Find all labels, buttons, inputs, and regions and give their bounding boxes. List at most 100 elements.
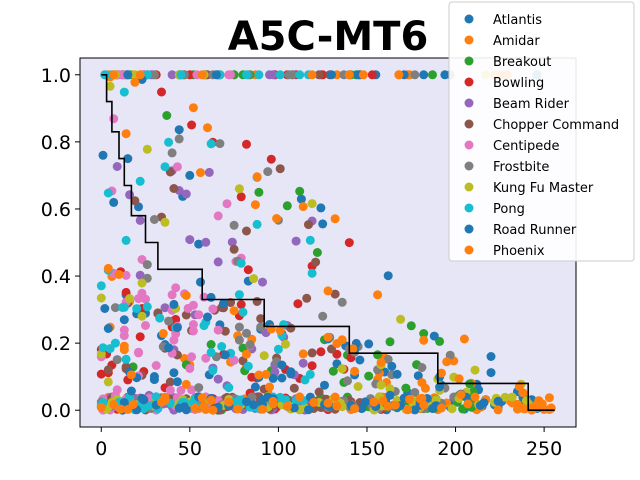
legend-label: Frostbite (493, 160, 549, 175)
data-point (149, 70, 159, 80)
x-tick-label: 150 (349, 438, 385, 460)
data-point (250, 382, 260, 392)
data-point (121, 129, 131, 139)
data-point (307, 70, 317, 80)
data-point (96, 281, 106, 291)
data-point (275, 70, 285, 80)
data-point (277, 360, 287, 370)
data-point (327, 70, 336, 80)
data-point (410, 70, 420, 80)
data-point (254, 370, 264, 380)
data-point (185, 170, 195, 180)
data-point (135, 270, 145, 280)
data-point (98, 343, 108, 353)
data-point (98, 150, 108, 160)
data-point (272, 214, 282, 223)
data-point (103, 188, 113, 198)
data-point (213, 325, 223, 335)
data-point (174, 125, 184, 135)
data-point (256, 314, 266, 324)
data-point (144, 401, 154, 411)
data-point (165, 377, 175, 387)
data-point (224, 383, 234, 393)
data-point (396, 314, 406, 324)
data-point (419, 329, 429, 338)
legend-marker (464, 245, 474, 255)
data-point (123, 70, 133, 80)
data-point (445, 350, 455, 360)
data-point (500, 392, 510, 402)
data-point (121, 354, 131, 364)
data-point (344, 70, 354, 80)
data-point (428, 404, 437, 413)
data-point (142, 260, 152, 270)
data-point (314, 70, 324, 80)
legend-item: Chopper Command (464, 118, 619, 133)
data-point (440, 70, 450, 80)
data-point (295, 392, 305, 402)
data-point (376, 357, 386, 367)
data-point (323, 286, 333, 296)
data-point (96, 293, 106, 303)
data-point (229, 244, 239, 254)
data-point (281, 339, 290, 349)
legend-marker (464, 140, 474, 150)
data-point (242, 70, 251, 80)
data-point (258, 404, 267, 414)
data-point (254, 187, 264, 197)
data-point (436, 368, 446, 378)
data-point (311, 257, 321, 267)
data-point (171, 283, 181, 293)
data-point (112, 162, 122, 171)
data-point (275, 164, 285, 174)
y-tick-label: 0.0 (41, 400, 71, 422)
data-point (296, 194, 306, 204)
y-tick-label: 0.8 (41, 132, 71, 154)
data-point (234, 290, 244, 300)
data-point (169, 368, 179, 378)
data-point (435, 382, 445, 392)
data-point (353, 382, 363, 391)
data-point (109, 399, 119, 409)
data-point (243, 265, 253, 275)
data-point (105, 81, 115, 91)
data-point (134, 348, 143, 358)
data-point (330, 289, 340, 299)
data-point (112, 385, 122, 395)
data-point (227, 237, 237, 247)
data-point (132, 304, 142, 314)
data-point (158, 329, 168, 338)
data-point (316, 347, 326, 357)
step-line (101, 74, 555, 411)
data-point (415, 394, 425, 404)
data-point (185, 364, 195, 373)
data-point (323, 332, 333, 342)
data-point (252, 219, 262, 229)
data-point (249, 274, 259, 284)
data-point (139, 395, 149, 405)
data-point (327, 344, 336, 354)
data-point (470, 392, 480, 402)
data-point (219, 299, 228, 308)
data-point (332, 339, 342, 348)
data-point (298, 202, 308, 212)
data-point (298, 358, 308, 368)
data-point (291, 236, 301, 246)
data-point (172, 323, 182, 333)
data-point (119, 315, 129, 325)
data-point (206, 347, 216, 357)
data-point (213, 374, 223, 384)
data-point (203, 123, 212, 133)
data-point (357, 404, 367, 414)
legend-label: Phoenix (493, 244, 545, 259)
x-tick-label: 0 (95, 438, 107, 460)
x-tick-label: 250 (526, 438, 562, 460)
data-point (157, 87, 166, 97)
data-point (167, 70, 177, 80)
data-point (385, 337, 395, 347)
data-point (304, 220, 313, 230)
data-point (367, 70, 377, 80)
data-point (176, 385, 186, 395)
data-point (160, 217, 170, 227)
